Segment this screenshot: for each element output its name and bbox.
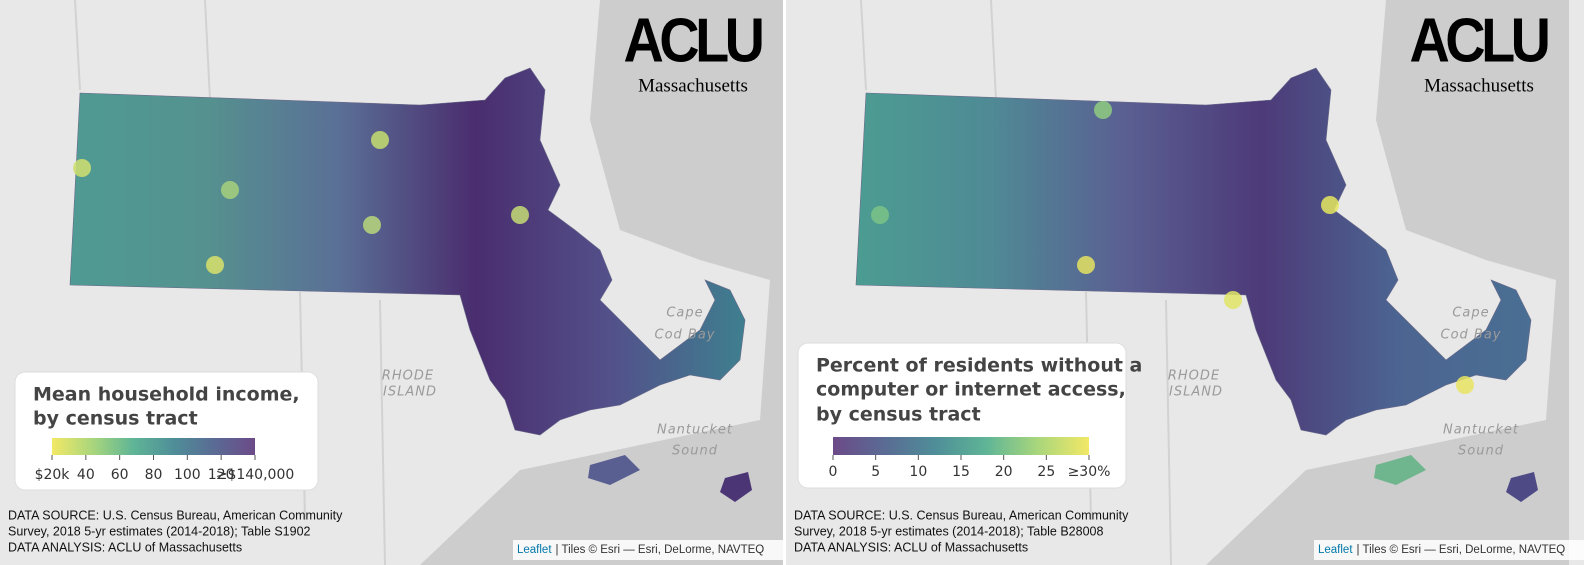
place-label: Nantucket	[1443, 423, 1519, 438]
legend-tick-label: ≥$140,000	[216, 467, 295, 483]
logo-name: ACLU	[624, 7, 762, 75]
place-label: ISLAND	[1169, 385, 1223, 400]
marthas-vineyard	[1374, 455, 1426, 485]
place-label: Cape	[666, 306, 703, 321]
color-bar	[833, 437, 1089, 455]
tract-highlight	[1321, 196, 1339, 214]
attribution-box	[513, 540, 783, 560]
legend-tick-label: 60	[111, 467, 129, 483]
legend-tick-label: 80	[145, 467, 163, 483]
massachusetts	[69, 67, 746, 436]
legend-tick-label: 25	[1037, 464, 1055, 480]
attribution-link[interactable]: Leaflet	[517, 544, 552, 556]
data-source: DATA ANALYSIS: ACLU of Massachusetts	[794, 540, 1028, 554]
tract-highlight	[1224, 291, 1242, 309]
legend-title: Percent of residents without a	[816, 355, 1142, 377]
tract-highlight	[221, 181, 239, 199]
ocean	[1206, 0, 1569, 565]
tract-highlight	[371, 131, 389, 149]
attribution: Leaflet | Tiles © Esri — Esri, DeLorme, N…	[517, 544, 764, 556]
color-bar	[52, 438, 255, 455]
legend-tick-label: 15	[952, 464, 970, 480]
attribution-box	[1314, 540, 1584, 560]
attribution-text: | Tiles © Esri — Esri, DeLorme, NAVTEQ	[556, 544, 765, 556]
massachusetts	[855, 67, 1532, 436]
attribution-link[interactable]: Leaflet	[1318, 544, 1353, 556]
nantucket	[1506, 472, 1538, 502]
data-source: DATA SOURCE: U.S. Census Bureau, America…	[794, 508, 1129, 522]
place-label: Sound	[1458, 444, 1504, 459]
legend-title: by census tract	[816, 404, 981, 426]
tract-highlight	[511, 206, 529, 224]
place-label: Nantucket	[657, 423, 733, 438]
legend-box	[14, 371, 319, 491]
data-source: DATA ANALYSIS: ACLU of Massachusetts	[8, 540, 242, 554]
tract-highlight	[871, 206, 889, 224]
legend-tick-label: 10	[909, 464, 927, 480]
marthas-vineyard	[588, 455, 640, 485]
attribution: Leaflet | Tiles © Esri — Esri, DeLorme, N…	[1318, 544, 1565, 556]
legend-tick-label: ≥30%	[1068, 464, 1111, 480]
legend-title: by census tract	[33, 408, 198, 430]
nantucket	[720, 472, 752, 502]
place-label: ISLAND	[383, 385, 437, 400]
state-border	[74, 0, 386, 565]
legend-tick-label: 100	[174, 467, 201, 483]
tract-highlight	[1094, 101, 1112, 119]
logo-region: Massachusetts	[638, 75, 748, 96]
legend-tick-label: 40	[77, 467, 95, 483]
place-label: RHODE	[382, 369, 434, 384]
data-source: DATA SOURCE: U.S. Census Bureau, America…	[8, 508, 343, 522]
tract-highlight	[363, 216, 381, 234]
tract-highlight	[206, 256, 224, 274]
place-label: Cod Bay	[1441, 328, 1502, 343]
place-label: RHODE	[1168, 369, 1220, 384]
tract-highlight	[73, 159, 91, 177]
data-source: Survey, 2018 5-yr estimates (2014-2018);…	[8, 524, 311, 538]
place-label: Cape	[1452, 306, 1489, 321]
legend-tick-label: 120	[208, 467, 235, 483]
ocean	[420, 0, 783, 565]
legend-title: Mean household income,	[33, 384, 300, 406]
legend-title: computer or internet access,	[816, 379, 1126, 401]
tract-highlight	[1077, 256, 1095, 274]
attribution-text: | Tiles © Esri — Esri, DeLorme, NAVTEQ	[1357, 544, 1566, 556]
legend-tick-label: 5	[871, 464, 880, 480]
tract-highlight	[1456, 376, 1474, 394]
logo-region: Massachusetts	[1424, 75, 1534, 96]
legend-tick-label: 20	[995, 464, 1013, 480]
place-label: Sound	[672, 444, 718, 459]
legend-tick-label: $20k	[35, 467, 71, 483]
logo-name: ACLU	[1410, 7, 1548, 75]
data-source: Survey, 2018 5-yr estimates (2014-2018);…	[794, 524, 1103, 538]
legend-tick-label: 0	[829, 464, 838, 480]
state-border	[860, 0, 1172, 565]
place-label: Cod Bay	[655, 328, 716, 343]
